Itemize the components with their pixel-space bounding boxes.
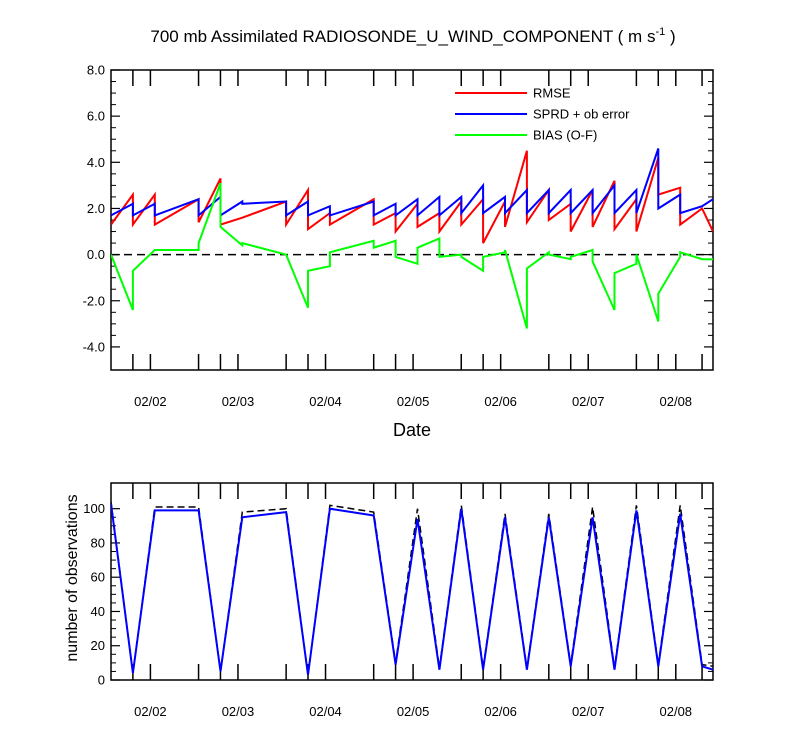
series-rmse (111, 150, 713, 244)
x-tick-label: 02/02 (134, 394, 167, 409)
y-tick-label: 4.0 (87, 155, 105, 170)
x-tick-label: 02/06 (484, 704, 517, 719)
y-tick-label: 2.0 (87, 201, 105, 216)
y-tick-label: 80 (91, 535, 105, 550)
y-tick-label: -4.0 (83, 339, 105, 354)
top-panel: 8.0 6.0 4.0 2.0 0.0 -2.0 -4.0 02/02 02/03 02/04 02… (83, 63, 714, 409)
plot-frame (110, 482, 714, 681)
y-tick-label: 8.0 (87, 63, 105, 78)
legend-label: BIAS (O-F) (533, 128, 597, 143)
series-bias-o-f (111, 182, 713, 329)
y-tick-label: 6.0 (87, 109, 105, 124)
x-tick-label: 02/02 (134, 704, 167, 719)
x-tick-label: 02/08 (660, 394, 693, 409)
y-axis-title-observations: number of observations (64, 494, 81, 661)
y-tick-label: 0.0 (87, 247, 105, 262)
bottom-panel: 0 20 40 60 80 100 02/02 02/03 02/04 02/05 02/06 02/… (83, 482, 714, 719)
legend: RMSE SPRD + ob error BIAS (O-F) (455, 86, 630, 143)
y-tick-label: -2.0 (83, 293, 105, 308)
x-tick-label: 02/06 (484, 394, 517, 409)
x-tick-label: 02/08 (660, 704, 693, 719)
series-assimilated (111, 503, 713, 676)
series-sprd-ob-error (111, 148, 713, 218)
x-tick-label: 02/04 (309, 394, 342, 409)
x-tick-label: 02/05 (397, 394, 430, 409)
legend-label: SPRD + ob error (533, 107, 630, 122)
y-tick-label: 0 (98, 673, 105, 688)
x-tick-label: 02/04 (309, 704, 342, 719)
x-tick-label: 02/05 (397, 704, 430, 719)
y-tick-label: 60 (91, 570, 105, 585)
x-tick-label: 02/03 (222, 704, 255, 719)
y-tick-label: 20 (91, 638, 105, 653)
chart-title: 700 mb Assimilated RADIOSONDE_U_WIND_COM… (150, 26, 675, 46)
x-tick-label: 02/03 (222, 394, 255, 409)
x-tick-label: 02/07 (572, 704, 605, 719)
x-axis-title: Date (393, 420, 431, 440)
y-tick-label: 40 (91, 604, 105, 619)
legend-label: RMSE (533, 86, 571, 101)
y-tick-label: 100 (83, 501, 105, 516)
x-tick-label: 02/07 (572, 394, 605, 409)
